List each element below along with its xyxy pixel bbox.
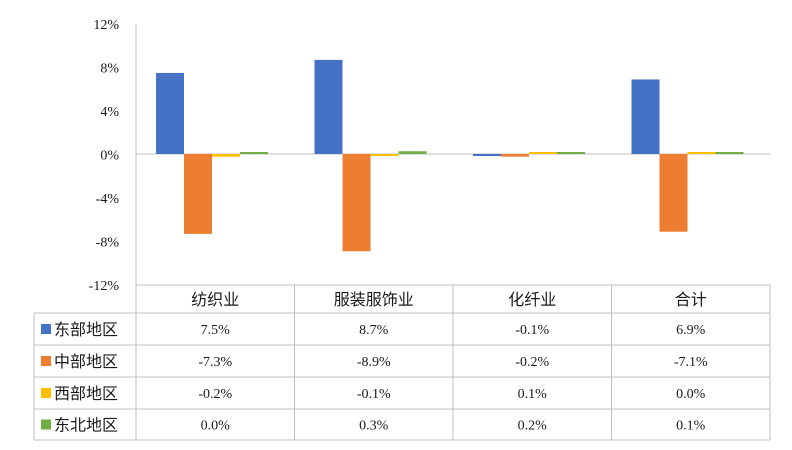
bar — [398, 151, 427, 154]
bar — [659, 154, 688, 232]
bar — [156, 72, 184, 154]
series-name: 中部地区 — [54, 352, 118, 371]
series-name: 西部地区 — [54, 384, 118, 403]
category-label: 合计 — [675, 290, 707, 309]
y-tick-label: 4% — [100, 105, 119, 120]
series-name: 东北地区 — [54, 416, 118, 435]
data-label: -0.1% — [357, 387, 391, 402]
bar — [370, 154, 399, 156]
data-label: -0.2% — [198, 387, 232, 402]
data-label: -0.1% — [515, 323, 549, 338]
data-label: 0.3% — [359, 419, 389, 434]
data-label: 0.2% — [518, 419, 548, 434]
bars — [156, 59, 744, 252]
category-label: 化纤业 — [508, 290, 556, 309]
bar — [557, 152, 585, 154]
bar — [342, 154, 371, 252]
bar — [240, 152, 268, 154]
legend-key — [41, 356, 51, 366]
bar — [314, 59, 343, 155]
data-label: 0.1% — [518, 387, 548, 402]
table-lines — [33, 284, 771, 441]
bar — [631, 79, 660, 154]
category-label: 服装服饰业 — [334, 290, 414, 309]
bar — [184, 154, 212, 234]
bar — [687, 152, 716, 154]
data-label: 0.0% — [676, 387, 706, 402]
data-label: -7.3% — [198, 355, 232, 370]
data-label: 0.1% — [676, 419, 706, 434]
y-tick-label: 12% — [93, 18, 119, 33]
bar — [212, 154, 240, 157]
category-label: 纺织业 — [191, 290, 239, 309]
data-label: -0.2% — [515, 355, 549, 370]
data-label: 0.0% — [201, 419, 231, 434]
data-label: 6.9% — [676, 323, 706, 338]
data-label: -7.1% — [674, 355, 708, 370]
legend-key — [41, 324, 51, 334]
data-label: -8.9% — [357, 355, 391, 370]
data-label: 8.7% — [359, 323, 389, 338]
y-tick-label: -4% — [96, 192, 120, 207]
bar — [529, 152, 557, 154]
data-label: 7.5% — [201, 323, 231, 338]
legend-key — [41, 388, 51, 398]
y-tick-label: -12% — [89, 279, 120, 294]
y-tick-label: -8% — [96, 236, 120, 251]
y-tick-label: 8% — [100, 62, 119, 77]
series-name: 东部地区 — [54, 320, 118, 339]
legend-key — [41, 419, 51, 430]
bar — [715, 152, 744, 154]
bar — [473, 154, 501, 156]
y-tick-label: 0% — [100, 149, 119, 164]
bar — [501, 154, 529, 157]
